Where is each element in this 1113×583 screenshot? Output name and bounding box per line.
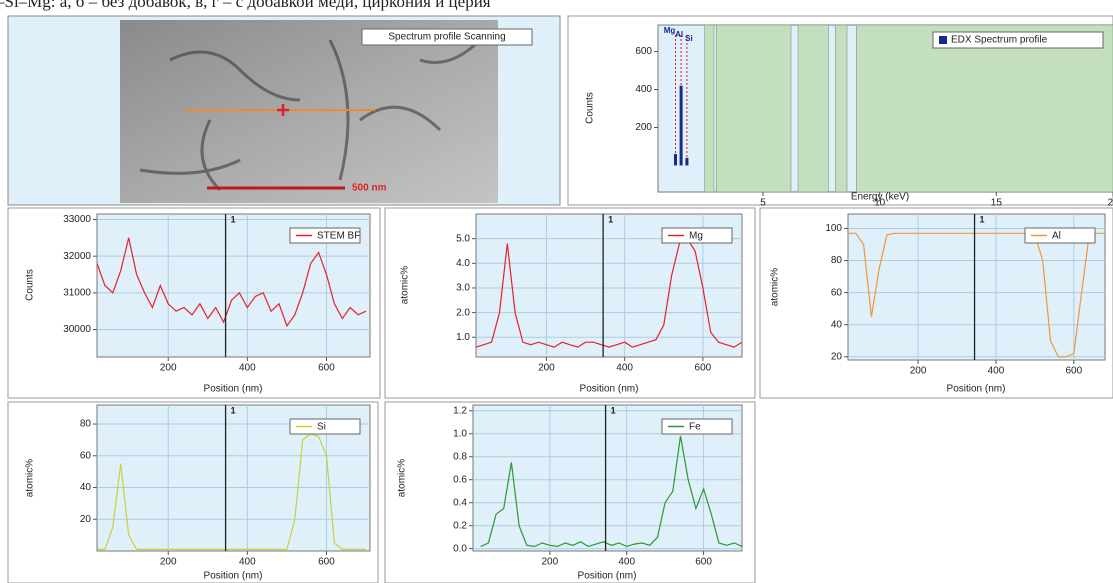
y-tick-label: 40 [831,319,843,330]
y-tick-label: 0.2 [453,520,467,531]
y-tick-label: 20 [80,514,92,525]
spectrum-bar [685,158,688,166]
x-axis-label: Energy (keV) [851,192,909,203]
cursor-label: 1 [611,405,616,415]
x-tick-label: 600 [695,363,712,374]
peak-label: Al [675,30,683,39]
x-tick-label: 200 [160,363,177,374]
spectrum-bar [680,86,683,166]
band [716,25,791,192]
cursor-label: 1 [231,405,236,415]
y-tick-label: 0.0 [453,543,467,554]
y-tick-label: 33000 [63,214,91,225]
chart: 20 40 60 80 100 200 400 600 Position (nm) atomic%… [760,208,1113,398]
x-tick-label: 400 [618,557,635,568]
y-tick-label: 1.0 [453,428,467,439]
x-tick-label: 200 [538,363,555,374]
y-tick-label: 5.0 [456,233,470,244]
x-tick-label: 15 [991,198,1003,209]
y-tick-label: 40 [80,482,92,493]
x-tick-label: 200 [910,366,927,377]
band [856,25,1113,192]
y-tick-label: 20 [831,351,843,362]
image-label: Spectrum profile Scanning [388,32,505,43]
spectrum-bar [674,154,677,165]
x-axis-label: Position (nm) [578,571,637,582]
chart: 0.0 0.2 0.4 0.6 0.8 1.0 1.2 200 400 600 Position (… [385,402,755,583]
micrograph [120,20,498,203]
chart: 30000 31000 32000 33000 200 400 600 Position (n… [8,208,380,398]
band [798,25,828,192]
x-axis-label: Position (nm) [204,384,263,395]
x-tick-label: 200 [542,557,559,568]
x-axis-label: Position (nm) [204,571,263,582]
y-axis-label: Counts [25,269,36,301]
y-tick-label: 80 [831,255,843,266]
x-tick-label: 20 [1107,198,1113,209]
y-tick-label: 31000 [63,287,91,298]
legend-swatch [939,36,947,44]
y-tick-label: 60 [80,450,92,461]
y-tick-label: 100 [825,223,842,234]
y-tick-label: 2.0 [456,307,470,318]
y-tick-label: 0.4 [453,497,467,508]
y-tick-label: 1.2 [453,405,467,416]
y-tick-label: 4.0 [456,258,470,269]
y-tick-label: 400 [635,84,652,95]
x-axis-label: Position (nm) [580,384,639,395]
x-tick-label: 400 [239,363,256,374]
screenshot: –Si–Mg: а, б – без добавок, в, г – с доб… [0,0,1113,583]
y-tick-label: 3.0 [456,283,470,294]
y-tick-label: 60 [831,287,843,298]
x-tick-label: 200 [160,557,177,568]
peak-label: Mg [664,26,676,35]
y-tick-label: 600 [635,46,652,57]
y-axis-label: atomic% [400,266,411,304]
y-axis-label: Counts [585,92,596,124]
x-axis-label: Position (nm) [947,384,1006,395]
x-tick-label: 600 [318,363,335,374]
y-tick-label: 1.0 [456,332,470,343]
y-axis-label: atomic% [397,459,408,497]
x-tick-label: 400 [988,366,1005,377]
y-tick-label: 200 [635,122,652,133]
legend-label: Al [1052,231,1061,242]
chart: 1.0 2.0 3.0 4.0 5.0 200 400 600 Position (nm) ato… [385,208,755,398]
y-tick-label: 0.6 [453,474,467,485]
y-tick-label: 80 [80,419,92,430]
legend-label: EDX Spectrum profile [951,35,1048,46]
scale-bar-label: 500 nm [352,183,387,194]
y-tick-label: 30000 [63,324,91,335]
y-tick-label: 0.8 [453,451,467,462]
plot-content [674,25,1113,192]
y-tick-label: 32000 [63,251,91,262]
chart: 2004006005101520Energy (keV)CountsMgAlSi… [568,16,1113,209]
page: –Si–Mg: а, б – без добавок, в, г – с доб… [0,0,1113,583]
band [705,25,714,192]
legend-label: STEM BF [317,231,360,242]
x-tick-label: 600 [695,557,712,568]
x-tick-label: 5 [760,198,766,209]
cursor-label: 1 [231,214,236,224]
cursor-label: 1 [608,214,613,224]
legend-label: Fe [689,422,701,433]
x-tick-label: 400 [616,363,633,374]
x-tick-label: 600 [318,557,335,568]
band [835,25,847,192]
legend-label: Si [317,422,326,433]
caption: –Si–Mg: а, б – без добавок, в, г – с доб… [0,0,491,11]
x-tick-label: 600 [1066,366,1083,377]
y-axis-label: atomic% [770,268,781,306]
cursor-label: 1 [980,214,985,224]
chart: 20 40 60 80 200 400 600 Position (nm) atomic% 1 Si [8,402,378,583]
peak-label: Si [685,34,693,43]
y-axis-label: atomic% [25,459,36,497]
legend-label: Mg [689,231,703,242]
x-tick-label: 400 [239,557,256,568]
